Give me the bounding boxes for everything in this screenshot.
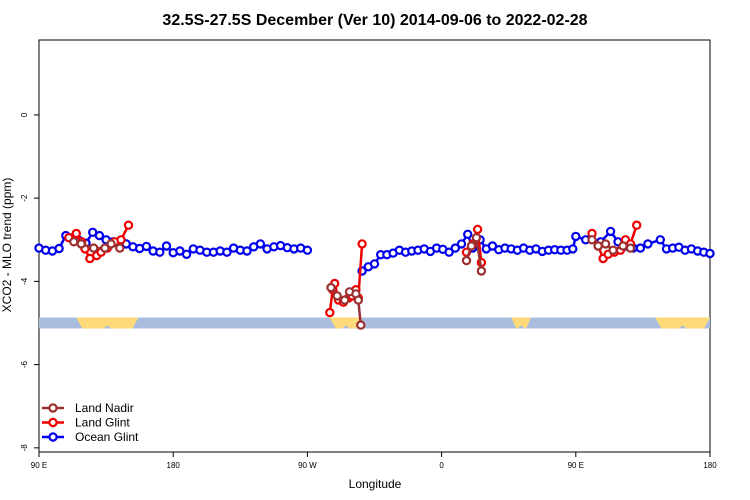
ocean-glint-point <box>705 248 715 259</box>
series-layer <box>34 220 715 330</box>
ocean-glint-point <box>222 247 232 257</box>
ocean-glint-point <box>155 247 165 257</box>
y-tick-label: -2 <box>20 194 29 202</box>
ocean-glint-point <box>643 239 653 249</box>
legend-land-nadir-label: Land Nadir <box>75 401 134 415</box>
land-segment <box>655 317 710 329</box>
land-glint-point <box>71 228 82 239</box>
ocean-glint-point <box>94 230 105 241</box>
ocean-glint-point <box>54 243 64 254</box>
ocean-glint-point <box>181 249 192 259</box>
land-glint-point <box>123 220 134 230</box>
ocean-glint-point <box>568 244 578 254</box>
land-nadir-point <box>625 243 636 253</box>
land-nadir-point <box>466 241 477 251</box>
land-nadir-point <box>471 232 482 243</box>
ocean-glint-point <box>450 243 460 253</box>
land-glint-point <box>632 220 642 230</box>
y-tick-label: -8 <box>20 444 29 452</box>
y-axis-ticks: 0 -2 -4 -6 -8 <box>20 112 39 451</box>
ocean-glint-point <box>571 231 581 242</box>
land-nadir-point <box>115 243 125 253</box>
land-nadir-point <box>106 239 116 249</box>
land-nadir-point <box>340 295 350 305</box>
land-nadir-point <box>76 239 86 249</box>
y-tick-label: -6 <box>20 361 29 369</box>
ocean-glint-point <box>444 247 454 257</box>
land-ocean-mask-strip <box>39 317 710 329</box>
chart-title: 32.5S-27.5S December (Ver 10) 2014-09-06… <box>162 12 587 29</box>
land-nadir-line <box>465 236 483 272</box>
x-tick-label: 90 E <box>31 461 47 470</box>
land-segment <box>76 317 139 329</box>
land-nadir-point <box>587 235 597 245</box>
land-nadir-point <box>88 243 99 253</box>
land-nadir-point <box>618 241 628 251</box>
ocean-glint-segment <box>357 226 715 276</box>
land-segment <box>329 317 363 329</box>
x-tick-label: 180 <box>703 461 717 470</box>
land-glint-point <box>357 239 367 249</box>
ocean-glint-point <box>463 229 473 239</box>
ocean-glint-point <box>161 241 172 251</box>
ocean-glint-point <box>456 239 467 249</box>
land-nadir-point <box>600 239 611 249</box>
ocean-glint-point <box>635 243 646 253</box>
y-axis-label: XCO2 - MLO trend (ppm) <box>0 178 14 313</box>
legend-ocean-glint-label: Ocean Glint <box>75 430 139 444</box>
land-nadir-point <box>100 243 110 253</box>
land-nadir-point <box>461 255 472 266</box>
land-nadir-segment <box>587 235 636 255</box>
x-axis-label: Longitude <box>349 477 402 491</box>
x-tick-label: 0 <box>439 461 444 470</box>
x-axis-ticks: 90 E 180 90 W 0 90 E 180 <box>31 452 717 470</box>
land-nadir-point <box>593 241 603 251</box>
ocean-glint-point <box>605 226 616 237</box>
x-tick-label: 180 <box>167 461 181 470</box>
land-nadir-point <box>326 282 336 293</box>
land-nadir-point <box>353 295 363 305</box>
legend-ocean-glint-marker <box>48 432 58 442</box>
ocean-glint-point <box>369 259 380 269</box>
y-tick-label: 0 <box>20 112 29 117</box>
land-glint-point <box>116 235 126 245</box>
land-nadir-segment <box>69 237 125 253</box>
ocean-strip <box>39 317 710 329</box>
land-nadir-point <box>69 237 79 247</box>
ocean-glint-point <box>255 239 266 249</box>
land-nadir-point <box>332 291 342 301</box>
legend-land-nadir-marker <box>48 403 58 413</box>
ocean-glint-point <box>141 241 152 252</box>
ocean-glint-point <box>242 246 252 256</box>
ocean-glint-point <box>655 235 666 245</box>
y-tick-label: -4 <box>20 277 29 285</box>
land-glint-point <box>472 224 483 235</box>
land-nadir-segment <box>326 282 366 330</box>
legend-land-glint-marker <box>48 417 58 428</box>
land-nadir-point <box>608 245 618 255</box>
ocean-glint-point <box>302 245 313 255</box>
land-segment <box>511 317 532 329</box>
x-tick-label: 90 E <box>568 461 584 470</box>
land-glint-point <box>325 307 335 318</box>
legend-land-glint-label: Land Glint <box>75 416 130 430</box>
x-tick-label: 90 W <box>298 461 317 470</box>
land-nadir-segment <box>461 232 487 276</box>
land-nadir-point <box>476 266 487 276</box>
land-nadir-point <box>356 320 366 330</box>
